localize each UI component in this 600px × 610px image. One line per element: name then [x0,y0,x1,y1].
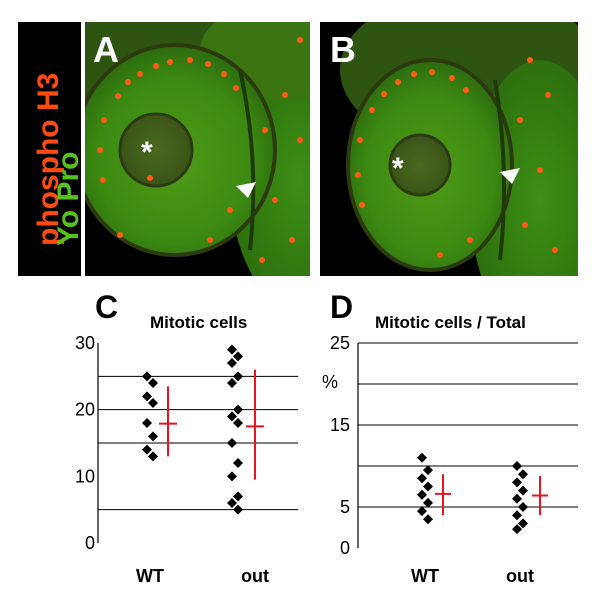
chart-mitotic-cells-total: D Mitotic cells / Total 0 5 15 25% WT out [322,289,578,586]
data-point-out [227,378,237,388]
chart-title-c: Mitotic cells [150,313,247,332]
arrowhead-icon [500,168,520,184]
y-tick-label: 0 [340,538,350,558]
stain-label-panel: phospho H3 Yo Pro [18,22,85,276]
data-point-out [233,351,243,362]
data-point-out [518,469,528,480]
category-label: WT [411,566,439,586]
data-point-out [233,418,243,428]
data-point-out [512,510,522,521]
data-point-out [233,458,243,468]
data-point-out [512,477,522,488]
data-point-out [512,524,522,535]
data-point-wt [142,444,152,455]
data-point-out [512,461,522,471]
data-point-out [227,471,237,482]
panel-label-c: C [95,289,118,325]
data-point-out [227,344,237,355]
data-point-out [518,502,528,512]
data-point-wt [417,473,427,484]
category-label: out [241,566,269,586]
chart-mitotic-cells: C Mitotic cells 0 10 20 30 WT out [75,289,298,586]
data-point-out [518,485,528,496]
y-tick-label: 5 [340,497,350,517]
category-label: out [506,566,534,586]
data-point-wt [148,378,158,388]
y-tick-label: 20 [75,400,95,420]
y-tick-label: 25 [330,333,350,353]
data-point-out [512,493,522,504]
data-point-wt [142,371,152,382]
micrograph-a: * A [85,22,310,276]
data-point-out [227,411,237,422]
panel-label-d: D [330,289,353,325]
data-point-out [227,358,237,368]
data-point-wt [142,418,152,428]
data-point-wt [148,431,158,442]
data-point-wt [423,514,433,525]
data-point-out [233,504,243,515]
mitotic-nuclei-a [97,37,303,263]
data-point-wt [417,452,427,463]
data-point-wt [417,506,427,517]
category-label: WT [136,566,164,586]
data-point-wt [423,481,433,492]
panel-label-b: B [330,29,356,70]
stain-label-yo-pro: Yo Pro [52,152,85,246]
data-point-out [233,491,243,502]
lens-star-a: * [141,136,153,169]
data-point-out [233,371,243,382]
data-point-out [518,518,528,529]
data-point-wt [417,489,427,500]
stain-label-phospho-h3: phospho H3 [32,73,65,246]
y-tick-label: 30 [75,333,95,353]
panel-label-a: A [93,29,119,70]
y-axis-label: % [322,372,338,392]
mitotic-nuclei-b [355,57,558,258]
data-point-wt [423,465,433,476]
y-tick-label: 0 [85,533,95,553]
data-point-out [233,404,243,415]
y-tick-label: 15 [330,415,350,435]
y-tick-label: 10 [75,466,95,486]
chart-title-d: Mitotic cells / Total [375,313,526,332]
lens-star-b: * [392,152,404,185]
data-point-wt [423,497,433,508]
data-point-out [227,438,237,448]
data-point-out [227,498,237,508]
data-point-wt [142,391,152,402]
micrograph-b: * B [320,22,578,276]
arrowhead-icon [236,182,256,198]
data-point-wt [148,451,158,462]
data-point-wt [148,398,158,408]
